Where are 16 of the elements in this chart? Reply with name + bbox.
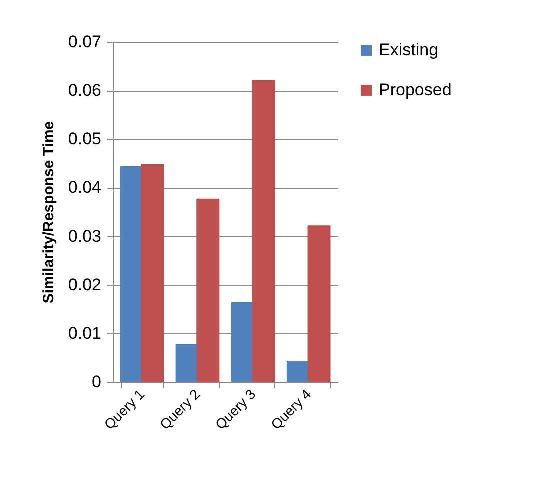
y-axis-title: Similarity/Response Time [40,121,58,304]
y-tick-label: 0 [92,372,102,392]
bar [196,198,220,382]
bar [286,361,310,382]
y-tick-label: 0.04 [68,178,102,198]
bar [252,80,276,382]
y-tick-label: 0.06 [68,81,102,100]
bar [308,226,331,382]
y-tick-label: 0.02 [68,275,102,294]
y-tick-label: 0.05 [68,130,102,149]
y-tick-label: 0.01 [68,324,102,343]
legend-label: Proposed [379,80,452,100]
bar [141,164,164,382]
y-tick-label: 0.07 [68,32,102,52]
y-tick-label: 0.03 [68,226,102,246]
legend-label: Existing [379,40,439,60]
